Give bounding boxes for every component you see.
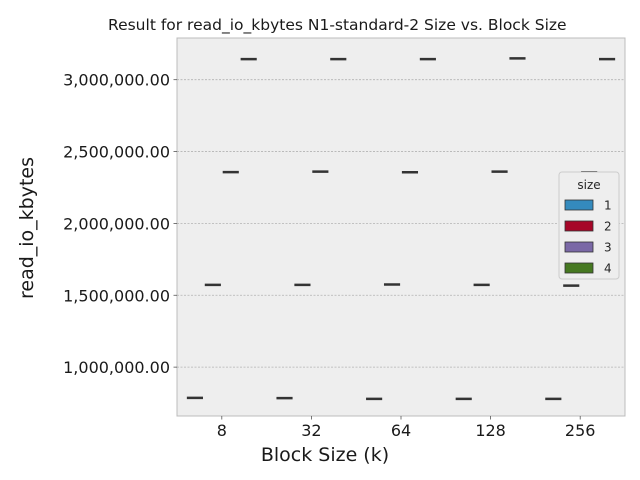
y-tick-label: 1,500,000.00: [63, 286, 170, 305]
legend-label: 4: [604, 262, 612, 276]
x-tick-label: 8: [217, 421, 227, 440]
x-tick-label: 32: [301, 421, 321, 440]
x-tick-label: 256: [565, 421, 596, 440]
legend-label: 2: [604, 220, 612, 234]
legend-swatch: [564, 220, 594, 232]
legend-swatch: [564, 199, 594, 211]
x-axis-ticks: 8 32 64 128 256: [217, 416, 596, 440]
plot-area: [176, 37, 626, 417]
legend-items: 1 2 3 4: [564, 199, 612, 276]
legend-swatch: [564, 241, 594, 253]
y-axis-label: read_io_kbytes: [16, 157, 38, 299]
y-tick-label: 1,000,000.00: [63, 358, 170, 377]
legend-swatch: [564, 262, 594, 274]
legend: size 1 2 3 4: [558, 171, 620, 280]
x-tick-label: 64: [391, 421, 411, 440]
y-axis-ticks: 1,000,000.00 1,500,000.00 2,000,000.00 2,50…: [63, 71, 177, 377]
x-tick-label: 128: [475, 421, 506, 440]
grid-lines: [177, 79, 625, 368]
y-tick-label: 2,000,000.00: [63, 214, 170, 233]
chart-title: Result for read_io_kbytes N1-standard-2 …: [108, 16, 567, 35]
box-marks: [186, 57, 616, 401]
legend-label: 1: [604, 199, 612, 213]
legend-title: size: [577, 178, 600, 192]
y-tick-label: 2,500,000.00: [63, 143, 170, 162]
y-tick-label: 3,000,000.00: [63, 71, 170, 90]
legend-label: 3: [604, 241, 612, 255]
x-axis-label: Block Size (k): [261, 444, 389, 466]
